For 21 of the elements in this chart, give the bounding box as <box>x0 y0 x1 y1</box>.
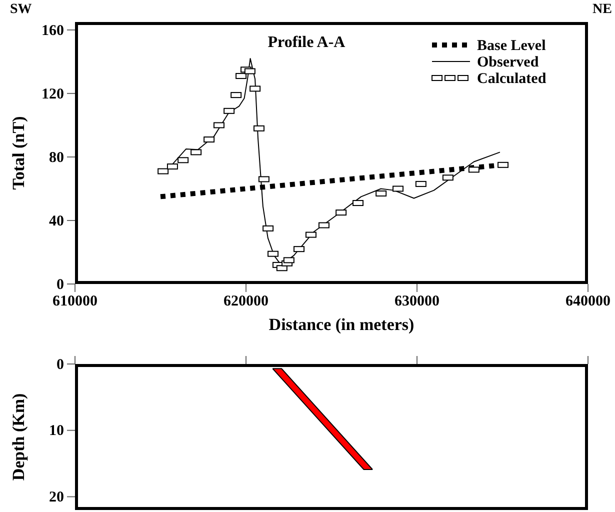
legend-label: Observed <box>477 54 540 70</box>
y-tick-label: 80 <box>49 150 64 166</box>
x-tick-label: 610000 <box>52 294 98 310</box>
y-tick-label: 40 <box>49 213 64 230</box>
x-tick-label: 630000 <box>394 294 440 310</box>
x-tick-label: 640000 <box>566 294 610 310</box>
legend-label: Calculated <box>477 71 547 87</box>
y-axis-title: Depth (Km) <box>9 393 28 481</box>
y-tick-label: 10 <box>49 423 64 440</box>
y-axis-title: Total (nT) <box>9 116 28 190</box>
y-tick-label: 0 <box>56 356 64 373</box>
y-tick-label: 20 <box>49 490 64 506</box>
text: SW <box>10 2 32 17</box>
legend-label: Base Level <box>477 38 546 54</box>
y-tick-label: 0 <box>56 276 64 293</box>
x-tick-label: 620000 <box>224 294 268 310</box>
y-tick-label: 120 <box>42 86 64 102</box>
y-tick-label: 160 <box>42 22 64 39</box>
x-axis-title: Distance (in meters) <box>268 315 414 334</box>
text: Profile A-A <box>268 34 346 51</box>
text: NE <box>592 2 612 17</box>
